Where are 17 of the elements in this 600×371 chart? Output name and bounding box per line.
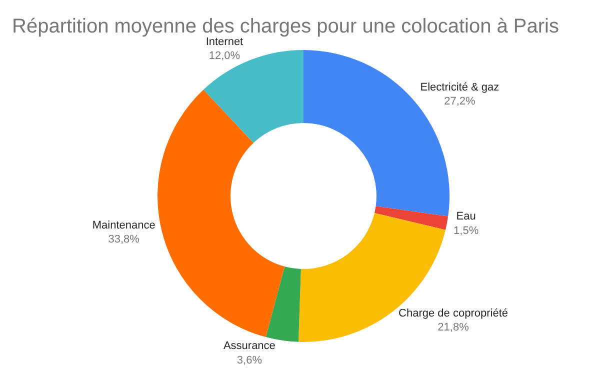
slice-label: Assurance <box>223 340 276 352</box>
slice-label: Eau <box>456 210 476 222</box>
data-label: 27,2% <box>444 96 476 108</box>
data-label: 1,5% <box>454 224 479 237</box>
slice-label: Electricité & gaz <box>420 81 500 94</box>
chart-title: Répartition moyenne des charges pour une colocation à Paris <box>12 16 559 38</box>
donut-slice <box>203 50 304 143</box>
donut-slice <box>266 266 301 342</box>
data-label: 21,8% <box>438 322 470 334</box>
data-label: 12,0% <box>208 50 240 62</box>
data-label: 3,6% <box>236 354 262 366</box>
data-label: 33,8% <box>108 234 140 246</box>
slice-label: Maintenance <box>92 219 156 232</box>
donut-slice <box>374 206 448 230</box>
slice-label: Internet <box>206 36 244 48</box>
donut-slice <box>158 90 285 338</box>
slice-label: Charge de copropriété <box>398 307 508 320</box>
